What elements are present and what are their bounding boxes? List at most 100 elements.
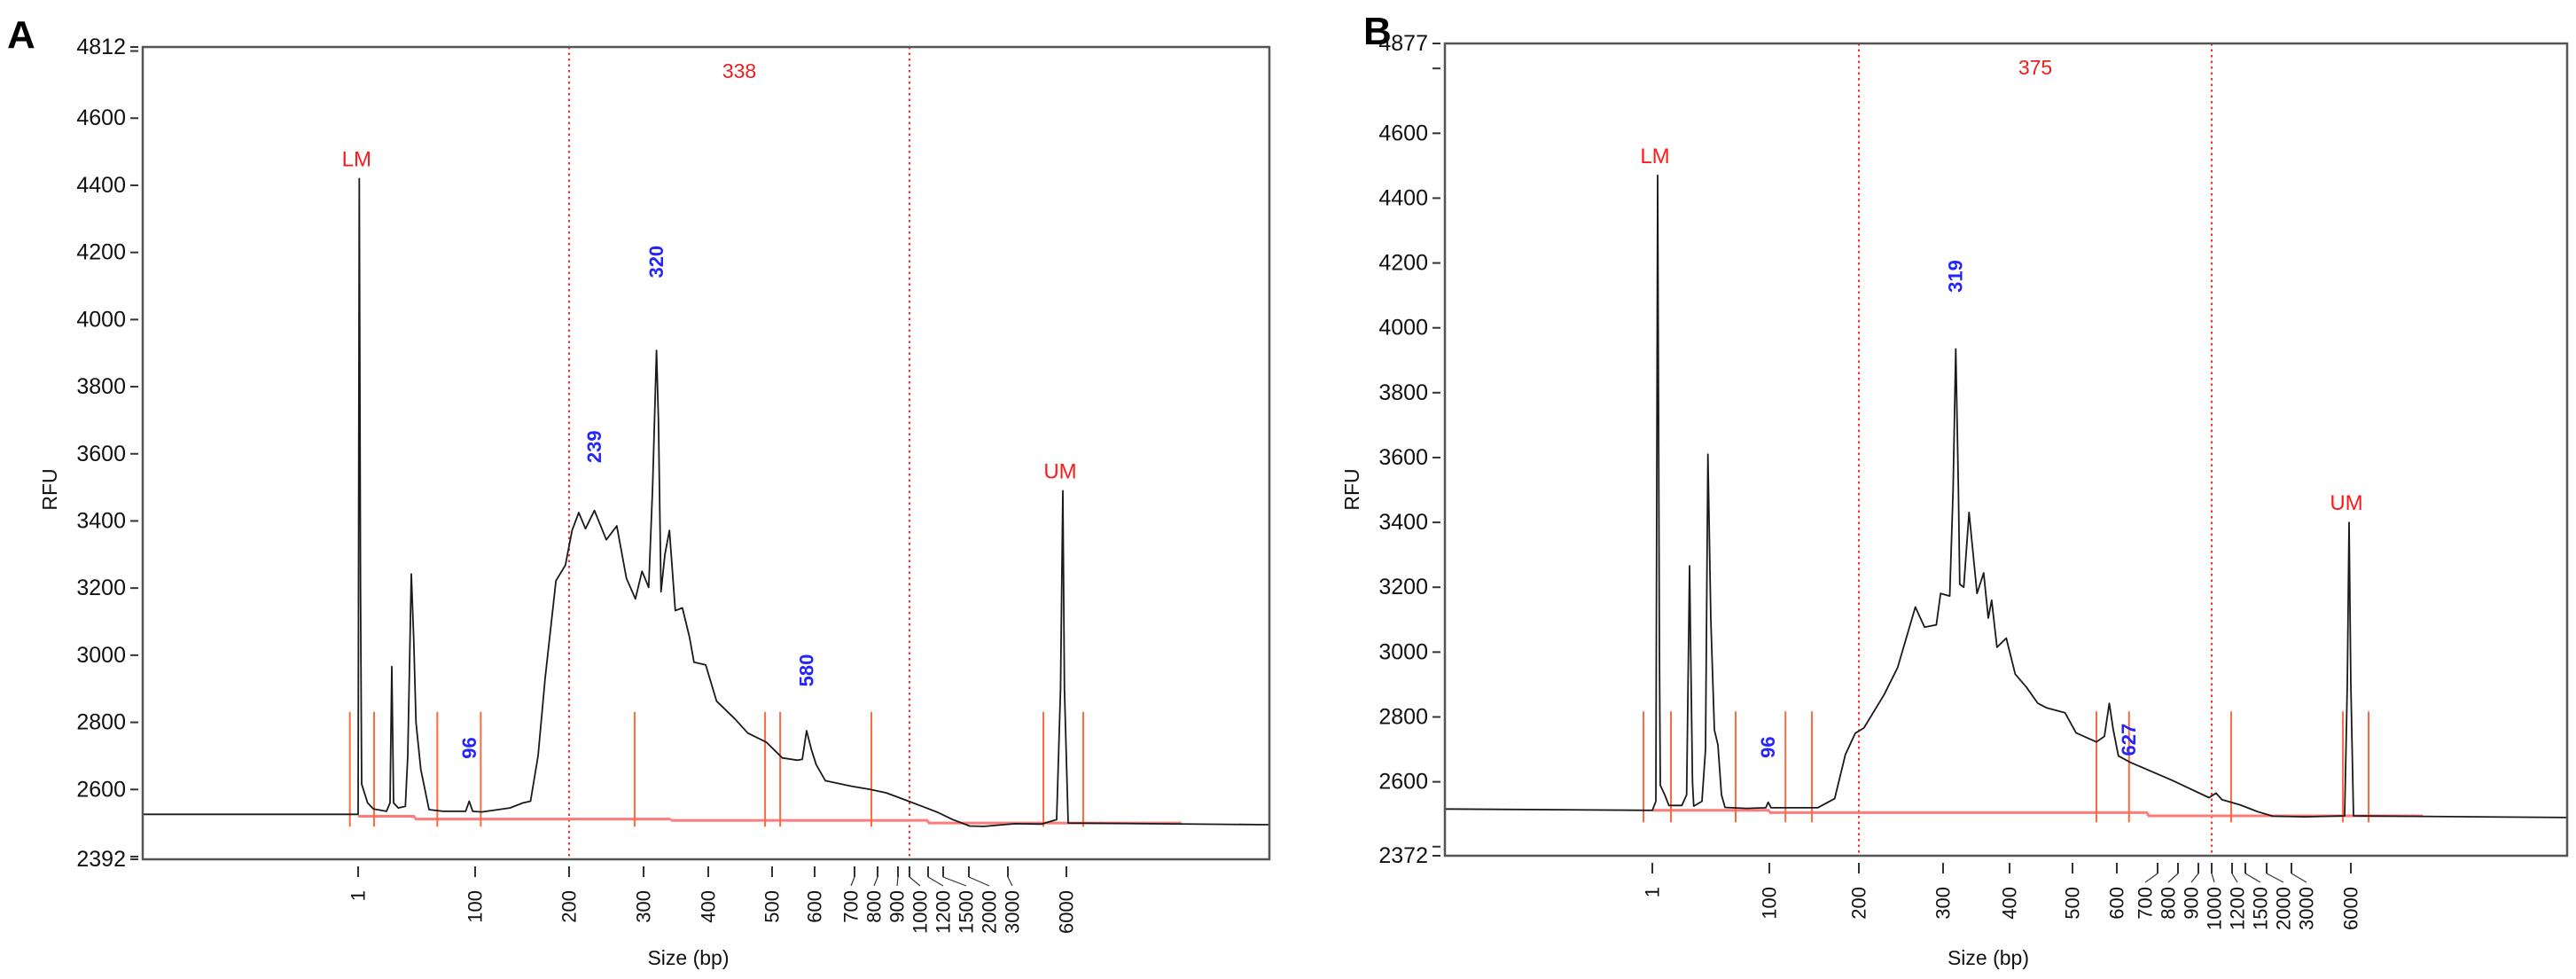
x-tick-leader [968,876,990,887]
peak-size-label: 320 [645,246,667,278]
x-tick-label: 700 [840,890,863,923]
x-tick-leader [2190,873,2199,883]
y-tick-label: 2800 [76,710,126,735]
peak-size-label: 239 [583,430,605,463]
y-tick-label: 3600 [1378,445,1428,470]
x-tick-label: 6000 [1056,890,1078,934]
y-axis-title: RFU [1340,468,1363,510]
y-tick-label: 2800 [1378,704,1428,729]
y-tick-label: 3400 [1378,510,1428,535]
x-tick-label: 1200 [933,890,955,934]
panel-label: B [1363,10,1392,53]
x-axis-title: Size (bp) [1948,946,2029,969]
plot-frame [1443,42,2569,858]
x-tick-label: 800 [2158,887,2180,920]
marker-label-um: UM [2330,491,2362,515]
x-tick-leader [896,876,899,887]
x-tick-label: 1200 [2227,887,2249,930]
panel-label: A [7,13,35,57]
x-tick-label: 600 [2106,887,2128,920]
y-tick-label: 3800 [76,374,126,399]
x-tick-label: 1000 [909,890,932,934]
y-tick-label: 4000 [1378,316,1428,341]
region-size-label: 375 [2018,56,2052,79]
y-tick-label: 4400 [1378,185,1428,210]
y-tick-label: 2600 [1378,770,1428,795]
x-tick-label: 400 [698,890,720,923]
peak-size-label: 96 [1757,736,1779,757]
y-tick-label: 3000 [1378,639,1428,664]
x-tick-leader [909,876,921,887]
electropherogram-trace [1444,174,2568,818]
y-tick-label: 3800 [1378,380,1428,405]
x-tick-label: 900 [886,890,909,923]
y-tick-label: 2600 [76,777,126,802]
x-tick-label: 1 [1642,887,1664,897]
marker-label-um: UM [1043,459,1076,483]
x-tick-label: 300 [1932,887,1955,920]
y-tick-label: 3200 [76,576,126,600]
y-tick-label: 3600 [76,442,126,466]
x-axis-title: Size (bp) [647,946,729,969]
x-tick-leader [1007,876,1013,887]
x-tick-label: 1500 [2250,887,2272,930]
y-tick-label: 4000 [76,307,126,332]
x-tick-label: 200 [1848,887,1870,920]
x-tick-leader [873,876,878,887]
y-tick-label: 4877 [1378,31,1428,56]
y-tick-label: 3000 [76,643,126,668]
panel-a: A 338 2392 2600 2800 3000 3200 3400 3600 3800 4000… [7,13,1271,969]
x-tick-label: 2000 [979,890,1001,934]
x-tick-leader [2211,873,2215,883]
x-tick-label: 200 [558,890,581,923]
x-tick-label: 100 [464,890,487,923]
peak-size-label: 319 [1945,260,1967,293]
region-size-label: 338 [722,59,756,82]
y-tick-label: 4812 [76,35,126,59]
peak-size-label: 96 [458,737,480,758]
x-tick-label: 500 [761,890,784,923]
y-tick-label: 2372 [1378,843,1428,868]
x-tick-label: 600 [804,890,826,923]
x-tick-leader [2266,873,2284,883]
x-tick-label: 3000 [2296,887,2318,930]
x-tick-label: 1000 [2204,887,2226,930]
marker-label-lm: LM [1640,145,1669,168]
x-tick-leader [2144,873,2158,883]
y-tick-label: 4600 [1378,121,1428,145]
x-tick-label: 1 [347,890,370,901]
x-tick-label: 2000 [2273,887,2295,930]
y-tick-label: 4200 [76,240,126,265]
x-tick-leader [2244,873,2261,883]
x-tick-leader [2291,873,2307,883]
plot-frame [141,45,1271,861]
x-tick-label: 6000 [2340,887,2362,930]
peak-size-label: 627 [2118,724,2140,756]
y-tick-label: 4600 [76,106,126,130]
x-tick-label: 500 [2062,887,2084,920]
x-tick-leader [850,876,855,887]
x-tick-label: 900 [2181,887,2203,920]
y-tick-label: 2392 [76,847,126,872]
x-tick-label: 300 [633,890,655,923]
y-tick-label: 3400 [76,508,126,533]
x-tick-label: 700 [2135,887,2157,920]
x-tick-leader [942,876,967,887]
x-tick-leader [2167,873,2179,883]
x-tick-label: 3000 [1002,890,1024,934]
y-tick-label: 3200 [1378,575,1428,599]
x-tick-leader [2231,873,2238,883]
x-tick-label: 1500 [956,890,978,934]
y-axis-title: RFU [38,468,61,510]
x-tick-label: 800 [863,890,886,923]
y-tick-label: 4200 [1378,251,1428,276]
peak-size-label: 580 [795,654,817,687]
x-tick-label: 400 [1999,887,2021,920]
y-tick-label: 4400 [76,173,126,198]
electropherogram-trace [143,177,1270,827]
x-tick-leader [927,876,944,887]
marker-label-lm: LM [342,147,371,171]
panel-b: B 375 2372 2600 2800 3000 3200 3400 3600 3800 4000… [1340,10,2569,969]
x-tick-label: 100 [1759,887,1781,920]
